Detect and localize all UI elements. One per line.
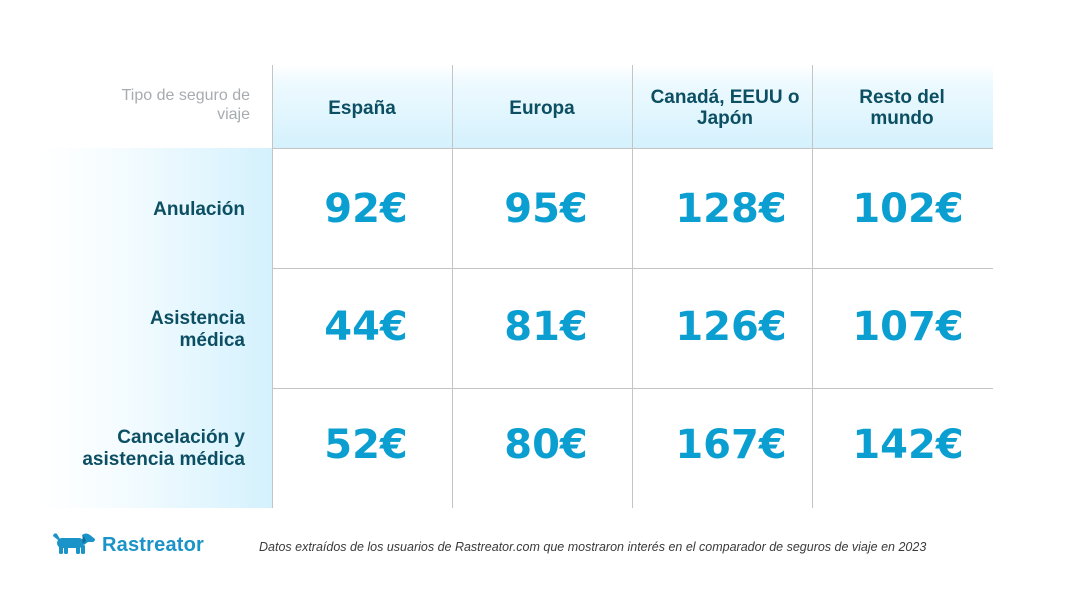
column-header-europe: Europa [509,97,575,119]
price-cell: 102€ [852,186,964,232]
source-footnote: Datos extraídos de los usuarios de Rastr… [259,540,927,554]
price-cell: 44€ [324,304,408,350]
price-cell: 92€ [324,186,408,232]
grid-line [632,65,633,508]
column-header-canada-usa-japan: Canadá, EEUU o Japón [650,87,800,129]
row-header-cancellation-and-medical: Cancelación y asistencia médica [82,427,245,470]
price-cell: 81€ [504,304,588,350]
grid-line [272,65,273,508]
grid-line [272,388,993,389]
grid-line [272,148,993,149]
grid-line [812,65,813,508]
grid-line [452,65,453,508]
price-cell: 95€ [504,186,588,232]
row-header-cancellation: Anulación [153,199,245,220]
grid-line [272,268,993,269]
price-cell: 128€ [675,186,787,232]
price-cell: 142€ [852,422,964,468]
corner-label: Tipo de seguro de viaje [121,87,250,123]
column-header-rest-of-world: Resto del mundo [859,87,945,129]
logo-text: Rastreator [102,534,205,556]
rastreator-logo: Rastreator [52,530,204,561]
price-cell: 107€ [852,304,964,350]
row-header-medical-assistance: Asistencia médica [149,308,245,351]
price-cell: 80€ [504,422,588,468]
row-header-background [40,148,272,508]
price-cell: 167€ [675,422,787,468]
dachshund-dog-icon [52,530,96,561]
column-header-spain: España [328,97,396,119]
price-cell: 52€ [324,422,408,468]
price-cell: 126€ [675,304,787,350]
